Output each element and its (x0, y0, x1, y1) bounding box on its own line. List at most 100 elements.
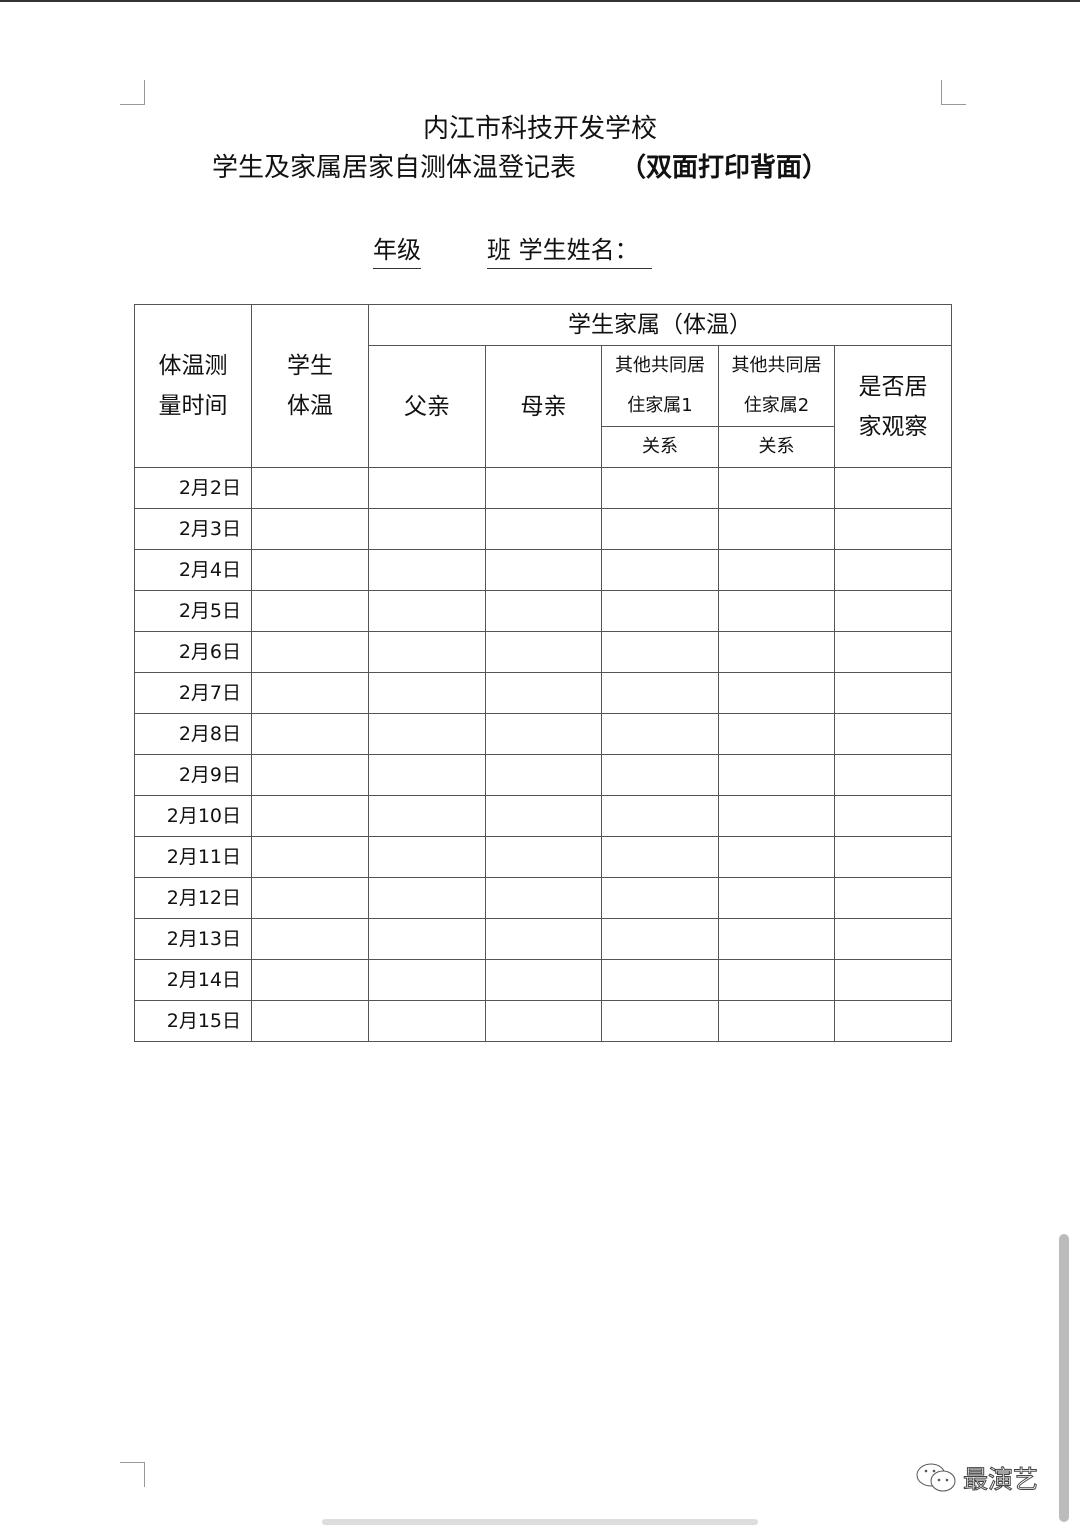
entry-cell[interactable] (718, 467, 835, 509)
entry-cell[interactable] (485, 631, 602, 673)
entry-cell[interactable] (368, 959, 486, 1001)
entry-cell[interactable] (718, 959, 835, 1001)
entry-cell[interactable] (718, 508, 835, 550)
entry-cell[interactable] (368, 836, 486, 878)
horizontal-scrollbar[interactable] (322, 1519, 758, 1525)
entry-cell[interactable] (718, 590, 835, 632)
entry-cell[interactable] (368, 795, 486, 837)
header-time: 体温测量时间 (134, 304, 252, 468)
entry-cell[interactable] (251, 754, 369, 796)
entry-cell[interactable] (834, 508, 952, 550)
entry-cell[interactable] (485, 672, 602, 714)
entry-cell[interactable] (718, 631, 835, 673)
entry-cell[interactable] (834, 1000, 952, 1042)
entry-cell[interactable] (485, 877, 602, 919)
entry-cell[interactable] (718, 672, 835, 714)
wechat-icon (916, 1463, 956, 1492)
entry-cell[interactable] (485, 754, 602, 796)
entry-cell[interactable] (601, 1000, 719, 1042)
entry-cell[interactable] (834, 467, 952, 509)
entry-cell[interactable] (485, 795, 602, 837)
entry-cell[interactable] (718, 877, 835, 919)
entry-cell[interactable] (601, 836, 719, 878)
date-cell: 2月4日 (134, 549, 252, 591)
entry-cell[interactable] (251, 959, 369, 1001)
entry-cell[interactable] (601, 672, 719, 714)
entry-cell[interactable] (601, 959, 719, 1001)
entry-cell[interactable] (251, 508, 369, 550)
entry-cell[interactable] (834, 754, 952, 796)
entry-cell[interactable] (251, 918, 369, 960)
entry-cell[interactable] (601, 877, 719, 919)
entry-cell[interactable] (251, 1000, 369, 1042)
entry-cell[interactable] (485, 713, 602, 755)
entry-cell[interactable] (601, 754, 719, 796)
entry-cell[interactable] (834, 713, 952, 755)
entry-cell[interactable] (834, 877, 952, 919)
entry-cell[interactable] (718, 754, 835, 796)
entry-cell[interactable] (485, 918, 602, 960)
entry-cell[interactable] (485, 467, 602, 509)
form-title: 学生及家属居家自测体温登记表 （双面打印背面） (0, 147, 1060, 184)
entry-cell[interactable] (368, 590, 486, 632)
entry-cell[interactable] (718, 1000, 835, 1042)
entry-cell[interactable] (251, 549, 369, 591)
date-cell: 2月11日 (134, 836, 252, 878)
entry-cell[interactable] (834, 672, 952, 714)
entry-cell[interactable] (601, 631, 719, 673)
entry-cell[interactable] (601, 713, 719, 755)
table-row: 2月4日 (134, 549, 952, 591)
vertical-scrollbar[interactable] (1059, 1234, 1069, 1522)
entry-cell[interactable] (601, 467, 719, 509)
entry-cell[interactable] (485, 590, 602, 632)
entry-cell[interactable] (368, 918, 486, 960)
entry-cell[interactable] (601, 795, 719, 837)
entry-cell[interactable] (718, 549, 835, 591)
entry-cell[interactable] (368, 877, 486, 919)
entry-cell[interactable] (251, 877, 369, 919)
entry-cell[interactable] (834, 918, 952, 960)
entry-cell[interactable] (718, 918, 835, 960)
entry-cell[interactable] (601, 549, 719, 591)
entry-cell[interactable] (834, 959, 952, 1001)
entry-cell[interactable] (251, 672, 369, 714)
entry-cell[interactable] (251, 713, 369, 755)
entry-cell[interactable] (368, 508, 486, 550)
entry-cell[interactable] (718, 836, 835, 878)
entry-cell[interactable] (368, 754, 486, 796)
entry-cell[interactable] (368, 631, 486, 673)
entry-cell[interactable] (834, 590, 952, 632)
header-family-group: 学生家属（体温） (368, 304, 952, 346)
header-other1: 其他共同居住家属1 (601, 345, 719, 427)
entry-cell[interactable] (485, 1000, 602, 1042)
entry-cell[interactable] (485, 508, 602, 550)
entry-cell[interactable] (368, 672, 486, 714)
header-student-temp: 学生体温 (251, 304, 369, 468)
entry-cell[interactable] (251, 836, 369, 878)
entry-cell[interactable] (718, 713, 835, 755)
entry-cell[interactable] (601, 590, 719, 632)
table-row: 2月12日 (134, 877, 952, 919)
entry-cell[interactable] (718, 795, 835, 837)
entry-cell[interactable] (834, 795, 952, 837)
table-row: 2月14日 (134, 959, 952, 1001)
entry-cell[interactable] (251, 795, 369, 837)
watermark-text: 最演艺 (962, 1465, 1039, 1495)
table-row: 2月9日 (134, 754, 952, 796)
entry-cell[interactable] (834, 631, 952, 673)
entry-cell[interactable] (368, 1000, 486, 1042)
entry-cell[interactable] (485, 549, 602, 591)
entry-cell[interactable] (251, 590, 369, 632)
date-cell: 2月3日 (134, 508, 252, 550)
entry-cell[interactable] (601, 508, 719, 550)
entry-cell[interactable] (834, 836, 952, 878)
entry-cell[interactable] (601, 918, 719, 960)
entry-cell[interactable] (368, 713, 486, 755)
entry-cell[interactable] (485, 959, 602, 1001)
entry-cell[interactable] (368, 549, 486, 591)
entry-cell[interactable] (834, 549, 952, 591)
entry-cell[interactable] (251, 631, 369, 673)
entry-cell[interactable] (485, 836, 602, 878)
entry-cell[interactable] (251, 467, 369, 509)
entry-cell[interactable] (368, 467, 486, 509)
